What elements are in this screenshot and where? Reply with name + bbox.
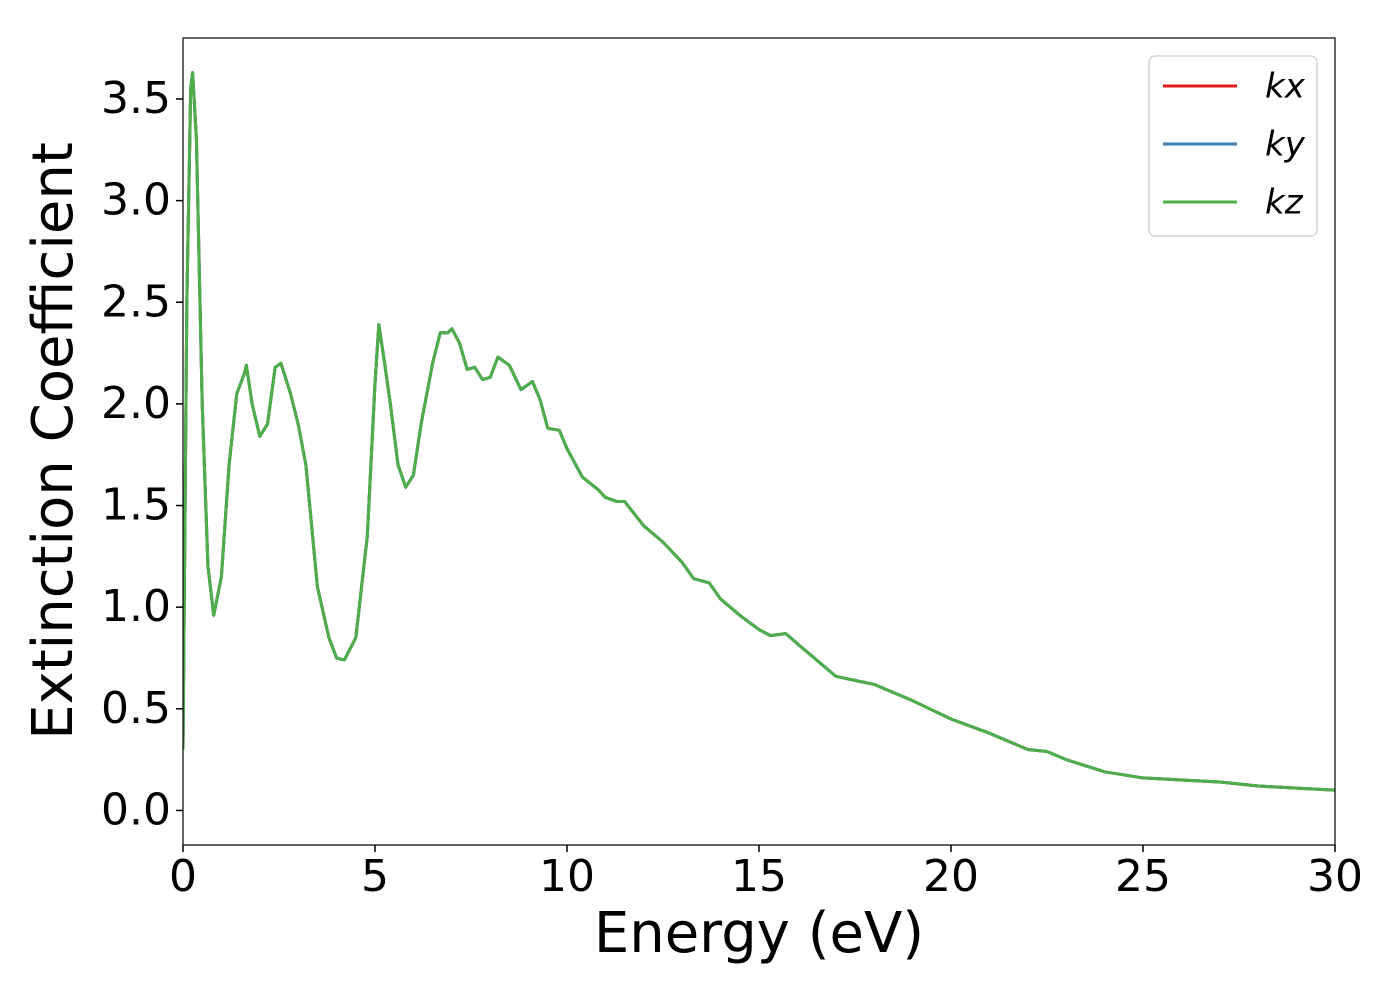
legend-label: ky [1265, 125, 1306, 165]
y-tick-label: 1.0 [101, 581, 171, 632]
series-line [183, 71, 1335, 792]
x-tick-label: 0 [169, 851, 197, 902]
y-axis-label: Extinction Coefficient [21, 142, 86, 740]
y-tick-label: 2.0 [101, 378, 171, 429]
legend-label: kz [1265, 183, 1304, 223]
y-tick-label: 2.5 [101, 276, 171, 327]
x-tick-label: 5 [361, 851, 389, 902]
y-tick-label: 3.5 [101, 73, 171, 124]
plot-frame [182, 37, 1336, 846]
legend-box [1148, 55, 1318, 237]
y-tick-label: 3.0 [101, 175, 171, 226]
x-axis-label: Energy (eV) [594, 901, 924, 966]
x-tick-label: 15 [731, 851, 787, 902]
legend-label: kx [1265, 67, 1306, 107]
x-tick-label: 10 [539, 851, 595, 902]
y-tick-label: 0.0 [101, 784, 171, 835]
x-tick-label: 20 [923, 851, 979, 902]
y-tick-label: 1.5 [101, 480, 171, 531]
y-tick-label: 0.5 [101, 683, 171, 734]
x-tick-label: 25 [1115, 851, 1171, 902]
x-tick-label: 30 [1307, 851, 1363, 902]
